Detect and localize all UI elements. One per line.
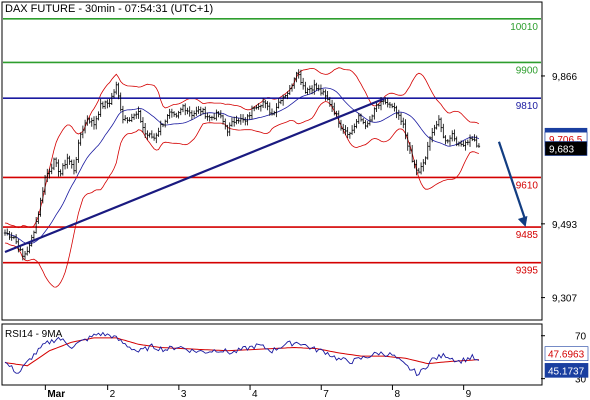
x-tick-label: 9: [466, 389, 472, 400]
rsi-tick-label: 70: [575, 332, 587, 343]
bollinger-upper-band: [4, 67, 480, 229]
rsi-tick-label: 30: [575, 375, 587, 386]
level-label: 9810: [516, 101, 539, 112]
rsi-label: RSI14 - 9MA: [5, 329, 63, 340]
rsi-panel-border: [1, 323, 543, 386]
x-axis: Mar 2 3 4 7 8 9: [44, 385, 472, 400]
level-label: 9900: [516, 65, 539, 76]
forecast-arrow-group: [497, 141, 528, 227]
x-tick-label: Mar: [47, 389, 65, 400]
rsi-badge-label: 45.1737: [548, 366, 585, 377]
trendline: [4, 97, 386, 254]
forecast-arrow-shaft: [497, 141, 527, 222]
rsi-badge-label: 47.6963: [548, 350, 585, 361]
forecast-arrow-head: [517, 216, 528, 227]
price-tick-label: 9,866: [552, 72, 577, 83]
rsi-ticks: 70 30: [541, 332, 587, 386]
price-badge-label: 9,683: [549, 145, 574, 156]
level-label: 9485: [516, 230, 539, 241]
horizontal-levels: 10010 9900 9810 9610 9485 9395: [3, 18, 541, 277]
price-badges: 9,716.59,706.59,683: [544, 127, 588, 156]
candles: [3, 69, 481, 261]
level-label: 9395: [516, 266, 539, 277]
price-tick-label: 9,493: [552, 220, 577, 231]
x-tick-label: 3: [181, 389, 187, 400]
rsi-line: [4, 331, 480, 377]
level-label: 10010: [510, 22, 538, 33]
rsi-badge: [544, 363, 589, 378]
rsi-panel: RSI14 - 9MA 70 30 47.6963 45.1737: [1, 323, 589, 386]
trendline-group: [4, 97, 386, 254]
x-tick-label: 8: [394, 389, 400, 400]
x-tick-label: 2: [110, 389, 116, 400]
x-tick-label: 4: [252, 389, 258, 400]
bollinger-lower-band: [4, 101, 480, 288]
price-badge: [544, 141, 588, 156]
x-tick-label: 7: [323, 389, 329, 400]
price-ticks: 9,866 9,493 9,307: [541, 72, 577, 305]
rsi-lines: [4, 331, 480, 377]
price-axis: 9,866 9,493 9,307 9,716.59,706.59,683: [541, 72, 588, 305]
rsi-badge: [544, 346, 589, 361]
price-badge-label: 9,706.5: [549, 135, 583, 146]
rsi-badges: 47.6963 45.1737: [544, 346, 589, 378]
chart-title: DAX FUTURE - 30min - 07:54:31 (UTC+1): [5, 3, 213, 15]
price-tick-label: 9,307: [552, 294, 577, 305]
price-panel: 10010 9900 9810 9610 9485 9395 DAX FUTURE - 3…: [1, 1, 543, 321]
price-panel-border: [1, 1, 543, 321]
level-label: 9610: [516, 180, 539, 191]
